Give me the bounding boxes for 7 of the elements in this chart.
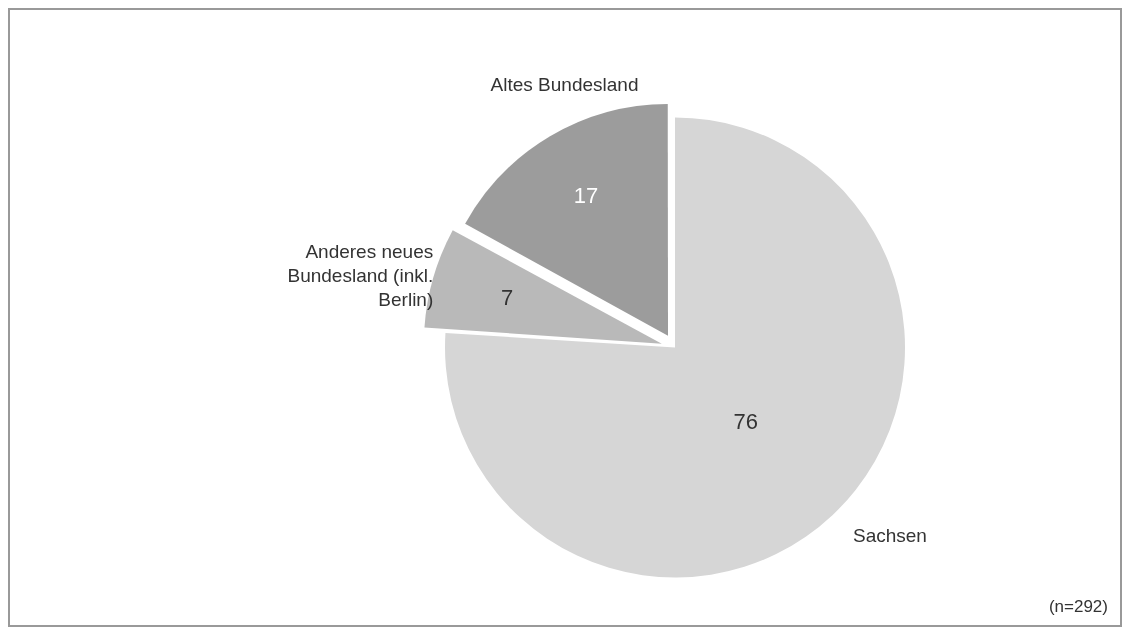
slice-label: Altes Bundesland [490, 73, 639, 95]
data-label: 17 [573, 183, 599, 209]
data-label: 76 [733, 409, 759, 435]
data-label: 7 [501, 284, 514, 310]
text: (n=292) [1048, 597, 1108, 617]
slice-label: Sachsen [852, 525, 927, 547]
slice-label: Anderes neues Bundesland (inkl. Berlin) [287, 241, 434, 311]
